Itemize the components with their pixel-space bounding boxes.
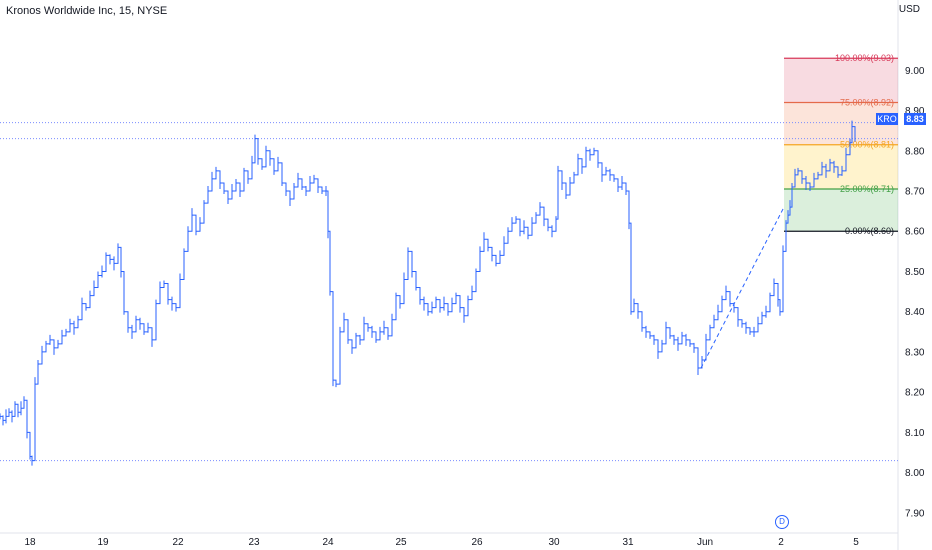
y-tick-label: 8.40: [905, 307, 925, 318]
y-axis: 9.00 8.90 8.80 8.70 8.60 8.50 8.40 8.30 8.20 8.10…: [905, 66, 925, 520]
x-tick-label: 18: [24, 537, 36, 548]
y-tick-label: 9.00: [905, 66, 925, 77]
y-tick-label: 8.90: [905, 106, 925, 117]
y-tick-label: 8.20: [905, 388, 925, 399]
x-tick-label: 5: [853, 537, 859, 548]
x-tick-label: 2: [778, 537, 784, 548]
x-tick-label: Jun: [697, 537, 713, 548]
symbol-badge: KRO: [876, 113, 898, 125]
x-tick-label: 25: [395, 537, 407, 548]
y-tick-label: 8.70: [905, 186, 925, 197]
x-axis: 18 19 22 23 24 25 26 30 31 Jun 2 5: [24, 537, 859, 548]
fib-level-label: 0.00%(8.60): [845, 226, 894, 236]
y-tick-label: 8.50: [905, 267, 925, 278]
price-series: [0, 120, 856, 466]
horizontal-lines: [0, 122, 898, 462]
y-tick-label: 8.60: [905, 227, 925, 238]
x-tick-label: 22: [172, 537, 184, 548]
fib-zone: [784, 188, 898, 232]
fib-trend-line: [700, 206, 785, 369]
chart-title: Kronos Worldwide Inc, 15, NYSE: [6, 5, 168, 17]
x-tick-label: 23: [248, 537, 260, 548]
x-tick-label: 30: [548, 537, 560, 548]
x-tick-label: 26: [471, 537, 483, 548]
fib-level-label: 75.00%(8.92): [840, 97, 894, 107]
last-price-badge: 8.83: [904, 113, 926, 125]
fib-level-label: 100.00%(9.03): [835, 53, 894, 63]
fib-zone: [784, 58, 898, 103]
y-tick-label: 8.10: [905, 428, 925, 439]
fib-level-label: 50.00%(8.81): [840, 140, 894, 150]
fib-level-label: 25.00%(8.71): [840, 184, 894, 194]
y-tick-label: 8.00: [905, 468, 925, 479]
x-tick-label: 19: [97, 537, 109, 548]
y-tick-label: 8.80: [905, 146, 925, 157]
dividend-marker[interactable]: D: [775, 515, 789, 529]
y-tick-label: 8.30: [905, 347, 925, 358]
price-line: [0, 126, 856, 462]
fib-zone: [784, 144, 898, 189]
y-tick-label: 7.90: [905, 508, 925, 519]
currency-label: USD: [898, 4, 920, 15]
x-tick-label: 24: [322, 537, 334, 548]
chart-grid: [0, 0, 899, 550]
fibonacci-retracement[interactable]: 100.00%(9.03) 75.00%(8.92) 50.00%(8.81) 25.…: [700, 53, 898, 369]
x-tick-label: 31: [622, 537, 634, 548]
